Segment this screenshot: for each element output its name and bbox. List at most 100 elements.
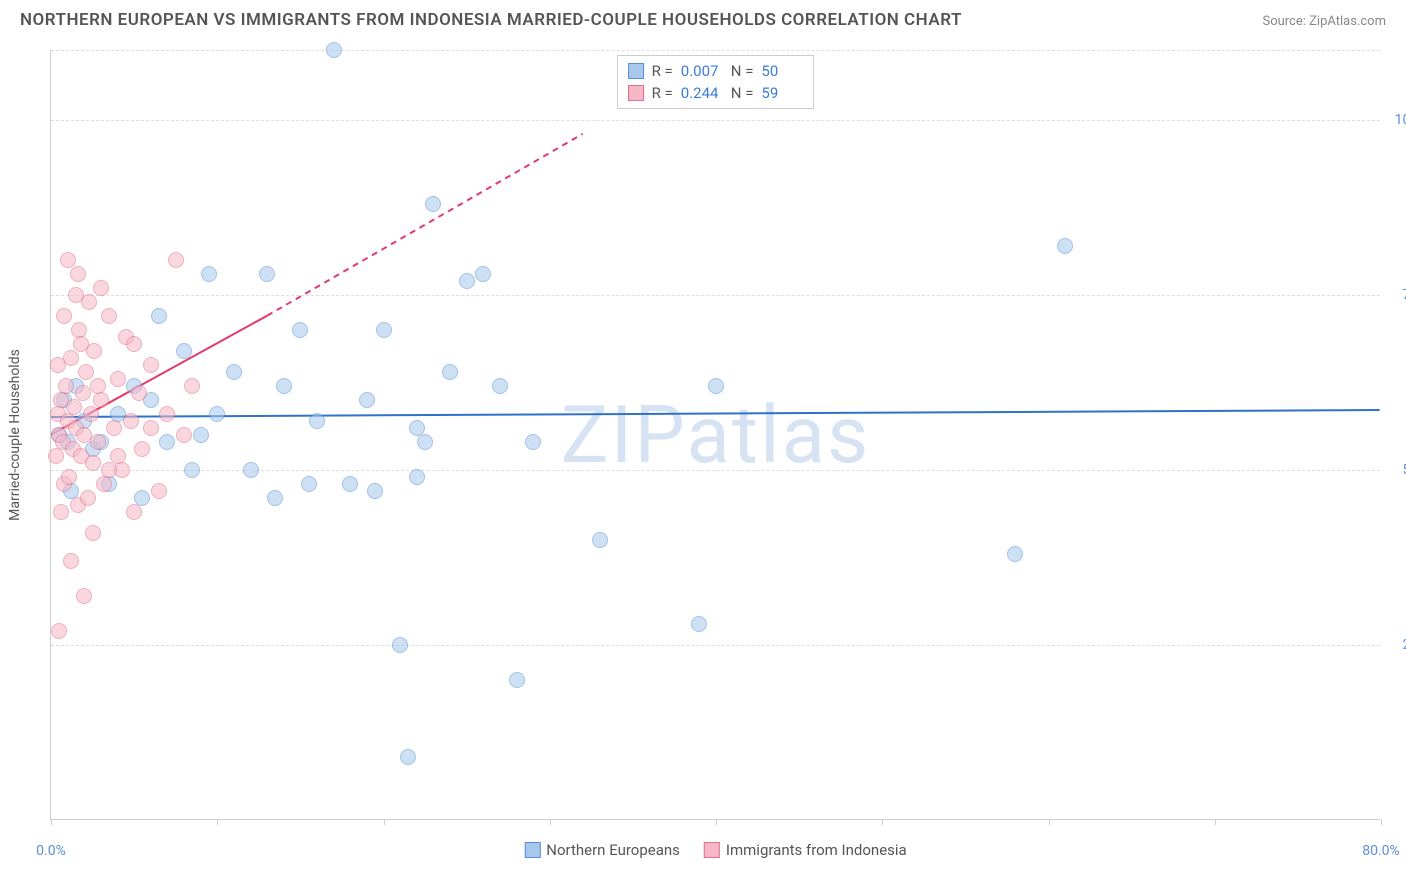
data-point — [226, 364, 242, 380]
plot-area: ZIPatlas R =0.007N =50R =0.244N =59 Nort… — [50, 50, 1380, 820]
y-tick-label: 75.0% — [1385, 287, 1406, 303]
x-tick — [550, 819, 551, 825]
data-point — [342, 476, 358, 492]
data-point — [70, 266, 86, 282]
data-point — [66, 399, 82, 415]
gridline — [51, 50, 1380, 51]
data-point — [93, 392, 109, 408]
y-axis-label: Married-couple Households — [7, 349, 23, 521]
legend-swatch — [704, 842, 720, 858]
x-tick — [716, 819, 717, 825]
data-point — [85, 455, 101, 471]
data-point — [63, 553, 79, 569]
data-point — [376, 322, 392, 338]
data-point — [68, 287, 84, 303]
x-tick — [1049, 819, 1050, 825]
data-point — [134, 441, 150, 457]
y-tick-label: 50.0% — [1385, 462, 1406, 478]
data-point — [176, 427, 192, 443]
data-point — [53, 504, 69, 520]
data-point — [209, 406, 225, 422]
data-point — [708, 378, 724, 394]
data-point — [90, 434, 106, 450]
data-point — [301, 476, 317, 492]
stat-n-value: 59 — [761, 84, 803, 102]
data-point — [83, 406, 99, 422]
data-point — [131, 385, 147, 401]
x-tick — [217, 819, 218, 825]
data-point — [400, 749, 416, 765]
data-point — [326, 42, 342, 58]
legend-swatch — [524, 842, 540, 858]
data-point — [93, 280, 109, 296]
data-point — [143, 420, 159, 436]
data-point — [85, 525, 101, 541]
data-point — [126, 336, 142, 352]
x-tick — [1215, 819, 1216, 825]
data-point — [123, 413, 139, 429]
scatter-chart: Married-couple Households ZIPatlas R =0.… — [50, 50, 1380, 820]
header: NORTHERN EUROPEAN VS IMMIGRANTS FROM IND… — [0, 0, 1406, 30]
x-tick — [1381, 819, 1382, 825]
data-point — [1007, 546, 1023, 562]
legend-item: Northern Europeans — [524, 841, 680, 859]
bottom-legend: Northern Europeans Immigrants from Indone… — [524, 841, 906, 859]
data-point — [75, 385, 91, 401]
data-point — [409, 469, 425, 485]
legend-label: Immigrants from Indonesia — [726, 841, 907, 859]
stat-r-label: R = — [652, 84, 673, 102]
data-point — [110, 371, 126, 387]
data-point — [151, 308, 167, 324]
data-point — [51, 623, 67, 639]
data-point — [50, 357, 66, 373]
data-point — [151, 483, 167, 499]
data-point — [159, 434, 175, 450]
data-point — [184, 378, 200, 394]
source-label: Source: ZipAtlas.com — [1262, 10, 1386, 29]
data-point — [243, 462, 259, 478]
data-point — [359, 392, 375, 408]
legend-stats-box: R =0.007N =50R =0.244N =59 — [617, 55, 815, 109]
data-point — [592, 532, 608, 548]
data-point — [48, 448, 64, 464]
data-point — [80, 490, 96, 506]
data-point — [492, 378, 508, 394]
data-point — [525, 434, 541, 450]
data-point — [442, 364, 458, 380]
data-point — [367, 483, 383, 499]
data-point — [1057, 238, 1073, 254]
legend-stats-row: R =0.244N =59 — [628, 82, 804, 104]
stat-n-value: 50 — [761, 62, 803, 80]
x-tick — [882, 819, 883, 825]
data-point — [184, 462, 200, 478]
data-point — [101, 462, 117, 478]
data-point — [90, 378, 106, 394]
data-point — [61, 469, 77, 485]
stat-r-value: 0.244 — [681, 84, 723, 102]
data-point — [201, 266, 217, 282]
data-point — [56, 308, 72, 324]
x-tick — [384, 819, 385, 825]
stat-r-value: 0.007 — [681, 62, 723, 80]
data-point — [73, 336, 89, 352]
stat-n-label: N = — [731, 62, 754, 80]
data-point — [96, 476, 112, 492]
watermark: ZIPatlas — [561, 388, 871, 482]
data-point — [475, 266, 491, 282]
data-point — [193, 427, 209, 443]
x-tick-label: 80.0% — [1362, 843, 1400, 859]
legend-swatch — [628, 85, 644, 101]
trend-lines — [51, 50, 1380, 819]
data-point — [691, 616, 707, 632]
data-point — [309, 413, 325, 429]
data-point — [159, 406, 175, 422]
data-point — [143, 357, 159, 373]
x-tick — [51, 819, 52, 825]
legend-swatch — [628, 63, 644, 79]
data-point — [78, 364, 94, 380]
data-point — [106, 420, 122, 436]
data-point — [425, 196, 441, 212]
data-point — [276, 378, 292, 394]
data-point — [168, 252, 184, 268]
y-tick-label: 100.0% — [1385, 112, 1406, 128]
